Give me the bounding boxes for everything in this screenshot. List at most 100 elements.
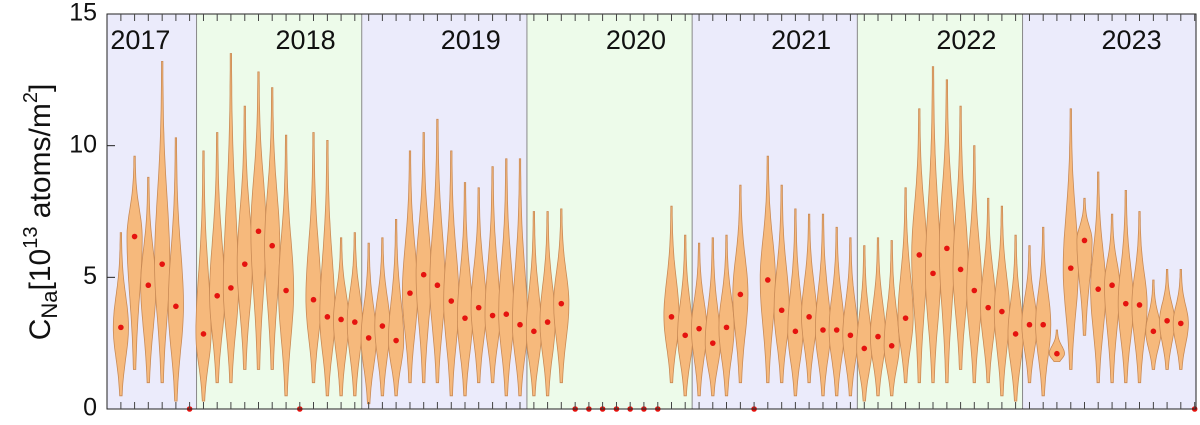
violin bbox=[718, 234, 735, 397]
year-label: 2017 bbox=[110, 25, 170, 55]
median-dot bbox=[379, 323, 386, 329]
median-dot bbox=[324, 314, 331, 320]
median-dot bbox=[407, 290, 413, 296]
median-dot bbox=[544, 319, 551, 325]
median-dot bbox=[118, 324, 124, 331]
violin bbox=[1062, 108, 1079, 370]
y-label-part: ] bbox=[24, 84, 57, 92]
y-tick-label: 5 bbox=[83, 262, 97, 290]
median-dot bbox=[778, 307, 785, 314]
violin bbox=[1090, 171, 1107, 384]
y-label-part: atoms/m bbox=[24, 103, 57, 226]
median-dot bbox=[765, 277, 771, 283]
median-dot bbox=[1150, 328, 1157, 335]
median-dot bbox=[462, 315, 468, 321]
violin bbox=[883, 240, 900, 397]
year-label: 2020 bbox=[606, 25, 666, 55]
violin bbox=[1145, 279, 1162, 370]
median-dot bbox=[957, 266, 964, 273]
violin bbox=[167, 137, 184, 402]
median-dot bbox=[1012, 331, 1019, 337]
median-dot bbox=[365, 335, 372, 341]
median-dot bbox=[1081, 237, 1088, 244]
median-dot bbox=[1095, 286, 1102, 292]
median-dot bbox=[668, 314, 675, 320]
violin bbox=[1007, 234, 1024, 402]
labels: 2017 2018 2019 2020 2021 2022 2023 0 5 10 15 bbox=[69, 0, 1197, 422]
violin bbox=[360, 242, 377, 405]
median-dot bbox=[971, 287, 978, 294]
median-dot bbox=[159, 261, 165, 267]
y-tick-label: 10 bbox=[69, 130, 97, 158]
violin bbox=[539, 211, 556, 397]
median-dot bbox=[737, 291, 744, 298]
median-dot bbox=[902, 315, 909, 321]
median-dot bbox=[558, 300, 565, 307]
violin bbox=[1076, 197, 1093, 336]
median-dot bbox=[833, 327, 840, 333]
median-dot bbox=[682, 332, 689, 339]
year-bands bbox=[107, 14, 1196, 409]
violins bbox=[112, 53, 1198, 412]
median-dot bbox=[723, 324, 730, 331]
median-dot bbox=[434, 282, 441, 289]
y-label-part: 13 bbox=[20, 227, 42, 249]
median-dot bbox=[352, 319, 358, 325]
median-dot bbox=[241, 261, 248, 267]
median-dot bbox=[1054, 350, 1060, 357]
median-dot bbox=[1109, 282, 1115, 289]
violin bbox=[1104, 213, 1121, 384]
year-label: 2023 bbox=[1102, 25, 1162, 55]
violin bbox=[236, 105, 253, 370]
median-dot bbox=[173, 303, 179, 310]
median-dot bbox=[338, 316, 344, 323]
median-dot bbox=[489, 312, 496, 319]
violin bbox=[732, 184, 749, 384]
median-dot bbox=[420, 271, 427, 278]
y-label-part: 2 bbox=[20, 92, 42, 103]
median-dot bbox=[503, 311, 510, 318]
year-band bbox=[196, 14, 362, 409]
violin bbox=[140, 176, 157, 384]
median-dot bbox=[283, 287, 289, 294]
violin bbox=[278, 134, 295, 397]
median-dot bbox=[448, 298, 455, 304]
y-label-part: [10 bbox=[24, 249, 57, 291]
violin bbox=[126, 155, 143, 370]
plot-frame bbox=[106, 13, 1197, 410]
median-dot bbox=[985, 304, 991, 311]
median-dot bbox=[696, 325, 702, 332]
median-dot bbox=[999, 308, 1005, 315]
median-dot bbox=[475, 304, 482, 311]
median-dot bbox=[1178, 320, 1184, 327]
y-tick-label: 0 bbox=[83, 394, 97, 422]
violin bbox=[1048, 329, 1065, 362]
year-label: 2018 bbox=[276, 25, 336, 55]
y-label-part: Na bbox=[37, 290, 62, 319]
violin bbox=[897, 187, 914, 384]
median-dot bbox=[393, 337, 399, 344]
median-dot bbox=[1136, 302, 1143, 308]
median-dot bbox=[1067, 265, 1074, 271]
y-axis-label: CNa[1013 atoms/m2] bbox=[20, 84, 62, 341]
violin bbox=[112, 232, 129, 397]
median-dot bbox=[131, 233, 138, 240]
median-dot bbox=[820, 327, 826, 333]
year-label: 2021 bbox=[771, 25, 831, 55]
median-dot bbox=[1026, 321, 1033, 328]
median-dot bbox=[228, 285, 234, 291]
median-dot bbox=[531, 328, 537, 335]
year-label: 2019 bbox=[441, 25, 501, 55]
median-dot bbox=[916, 252, 923, 258]
median-dot bbox=[847, 332, 854, 339]
median-dot bbox=[1040, 321, 1046, 328]
median-dot bbox=[214, 292, 220, 299]
y-label-part: C bbox=[24, 319, 57, 341]
median-dot bbox=[861, 345, 868, 352]
violin bbox=[1172, 269, 1189, 370]
median-dot bbox=[888, 343, 895, 349]
median-dot bbox=[792, 328, 799, 335]
median-dot bbox=[806, 314, 812, 320]
median-dot bbox=[875, 333, 881, 340]
